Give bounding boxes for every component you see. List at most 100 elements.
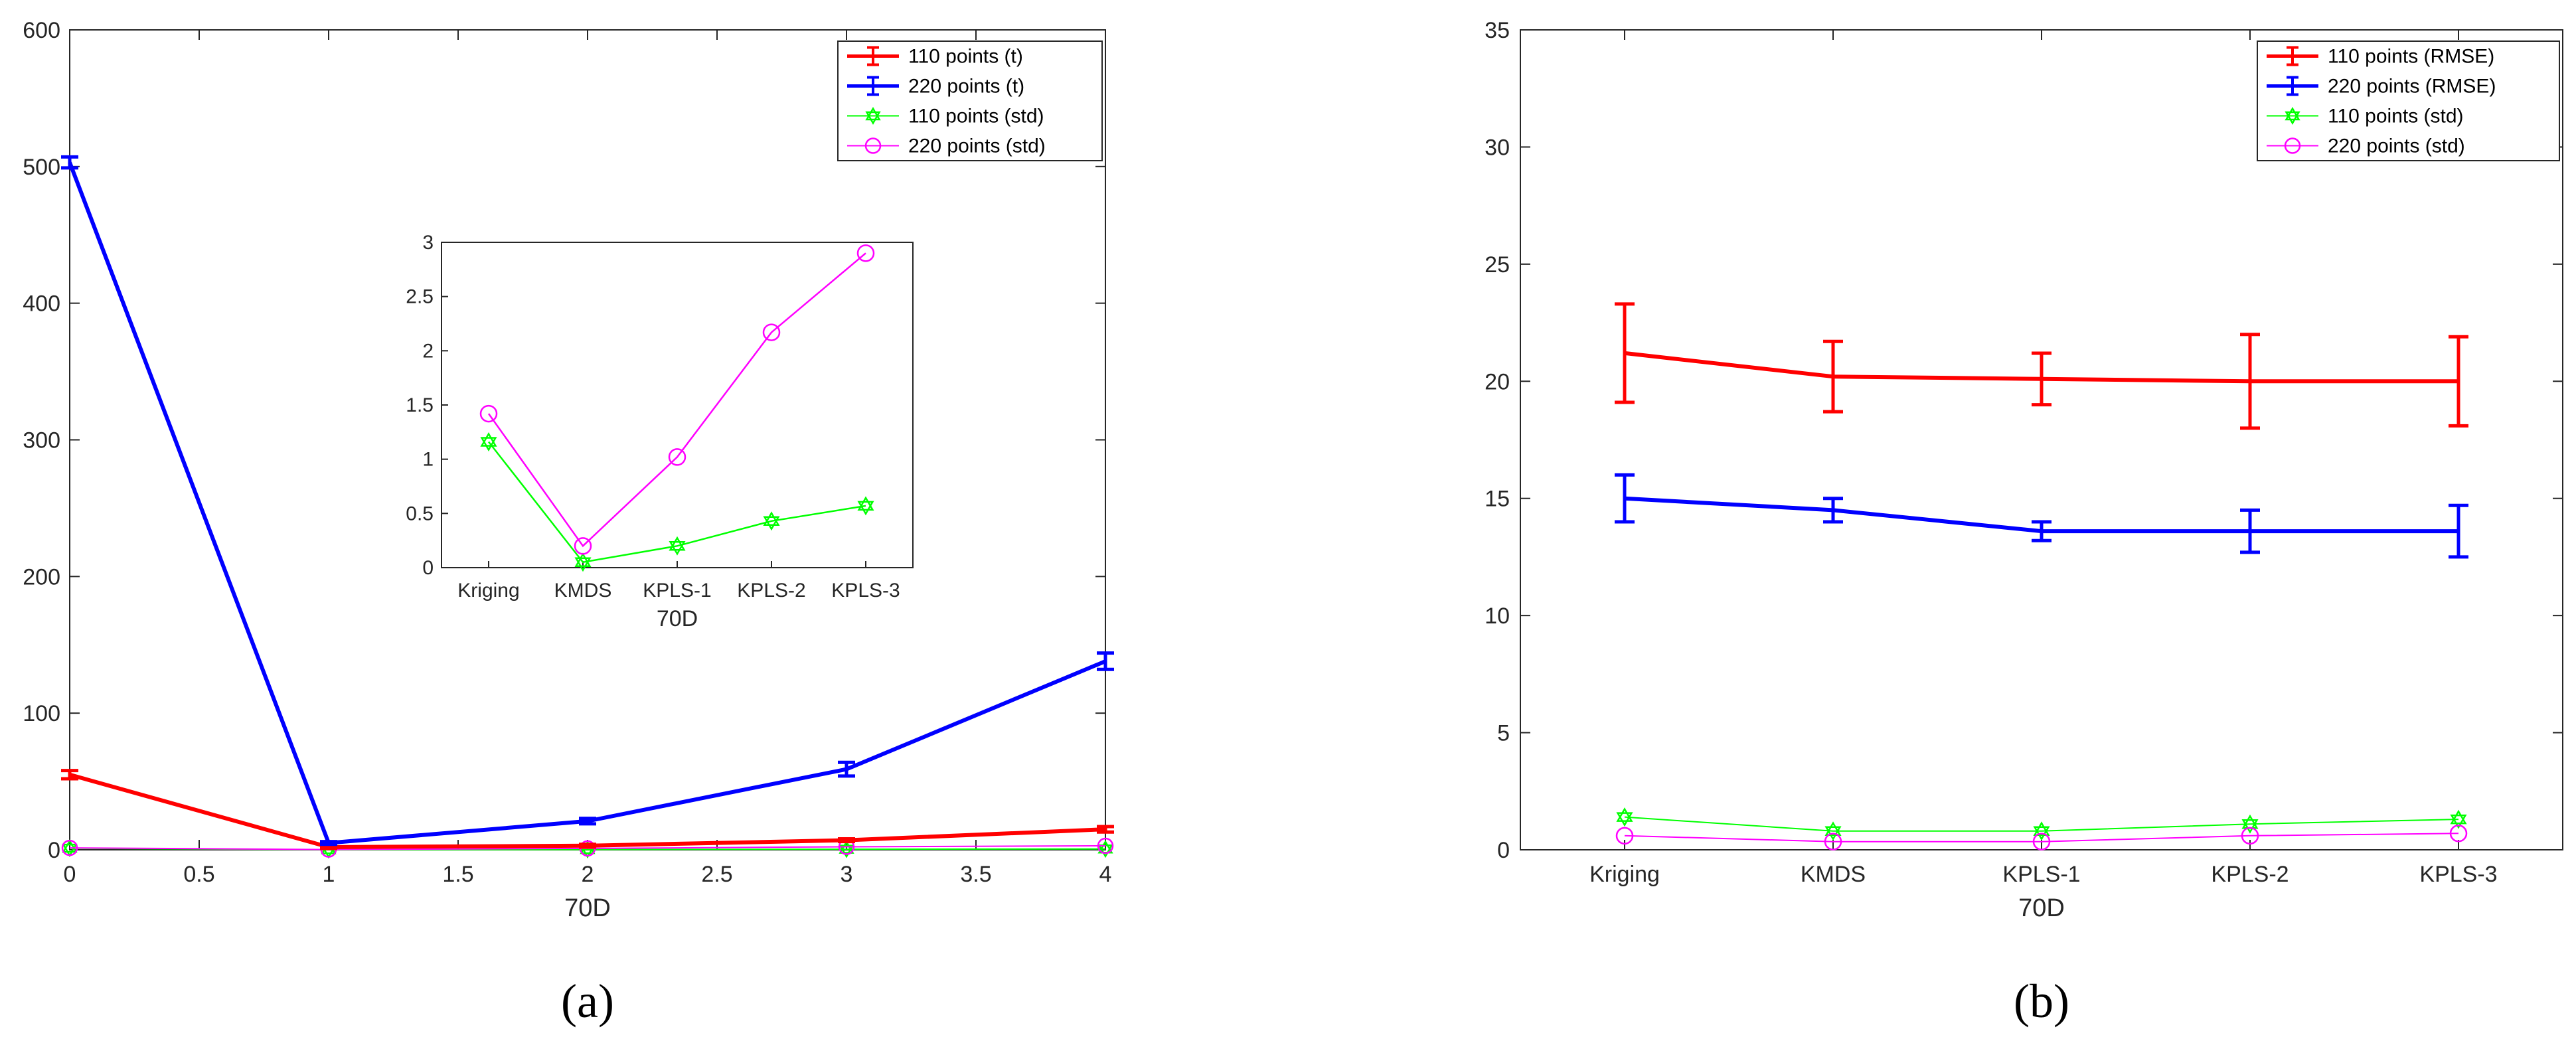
a-inset-series-line: [488, 441, 866, 564]
a-inset-y-tick-label: 3: [422, 232, 434, 254]
b-legend-label: 220 points (RMSE): [2328, 76, 2496, 98]
b-legend-marker-tri-up: [2285, 106, 2300, 121]
a-legend: 110 points (t) 220 points (t) 110 points (…: [837, 40, 1103, 161]
b-data-point: [2032, 833, 2051, 850]
a-inset-data-point: [574, 552, 592, 572]
a-data-point: [1097, 837, 1114, 854]
a-legend-marker: [865, 106, 881, 125]
a-data-errorbar: [579, 817, 596, 826]
b-data-errorbar: [1615, 473, 1635, 524]
a-legend-marker: [864, 137, 882, 154]
a-data-errorbar: [320, 844, 337, 850]
b-data-point-tri-down: [2033, 826, 2050, 841]
a-inset-data-point-tri-up: [763, 511, 780, 526]
a-data-point: [61, 839, 78, 856]
b-data-point-tri-up: [1616, 807, 1633, 822]
a-y-tick-label: 0: [48, 838, 60, 863]
b-data-point: [2449, 825, 2468, 842]
a-inset-data-point-tri-down: [857, 501, 874, 516]
a-inset-data-point: [763, 511, 780, 531]
b-legend-item: 110 points (std): [2267, 106, 2464, 127]
a-x-tick-label: 3.5: [960, 862, 991, 887]
b-legend-errorbar: [2287, 46, 2298, 66]
b-data-point-tri-down: [1824, 826, 1842, 841]
a-inset-y-tick-label: 0: [422, 557, 434, 579]
a-data-errorbar: [61, 769, 78, 781]
a-inset-data-point: [479, 404, 498, 423]
b-legend-item: 110 points (RMSE): [2267, 46, 2494, 68]
b-legend-item: 220 points (RMSE): [2267, 76, 2496, 98]
a-legend-box: [837, 40, 1103, 161]
b-y-tick-label: 5: [1497, 721, 1510, 746]
a-legend-item: 220 points (t): [847, 76, 1024, 98]
a-inset-series-0: [480, 432, 874, 572]
a-y-tick-label: 200: [23, 564, 60, 590]
b-data-point-tri-up: [2033, 821, 2050, 837]
b-legend-label: 110 points (std): [2328, 106, 2464, 127]
a-inset-y-tick-label: 2: [422, 340, 434, 362]
b-y-tick-label: 0: [1497, 838, 1510, 863]
a-x-tick-label: 0: [64, 862, 76, 887]
a-inset-data-point: [669, 536, 686, 556]
b-data-errorbar: [1823, 339, 1843, 414]
a-data-errorbar: [1097, 825, 1114, 834]
b-series-line: [1624, 816, 2459, 832]
b-data-errorbar: [1615, 302, 1635, 404]
b-data-errorbar: [2032, 351, 2052, 407]
a-x-tick-label: 2: [582, 862, 594, 887]
b-data-point-tri-down: [2450, 814, 2467, 829]
a-legend-marker-tri-up: [865, 106, 881, 121]
a-inset-series-1: [479, 244, 875, 555]
b-y-tick-label: 20: [1485, 369, 1510, 394]
a-legend-label: 110 points (t): [908, 46, 1023, 68]
a-x-tick-label: 2.5: [701, 862, 732, 887]
b-data-point: [1824, 821, 1842, 841]
a-inset-series-line: [487, 252, 866, 548]
a-inset-data-point-tri-down: [480, 437, 497, 451]
b-x-tick-label: KPLS-3: [2419, 862, 2497, 887]
b-series-0: [1615, 302, 2468, 430]
a-panel-label: (a): [561, 975, 614, 1028]
a-inset-data-point: [856, 244, 875, 262]
b-data-point: [2450, 809, 2467, 829]
b-legend: 110 points (RMSE) 220 points (RMSE) 110 po…: [2257, 40, 2560, 161]
a-data-errorbar: [838, 837, 855, 844]
a-x-tick-label: 0.5: [183, 862, 214, 887]
a-data-point: [62, 839, 78, 858]
a-data-point-tri-up: [62, 839, 78, 853]
a-inset-data-point-tri-down: [763, 516, 780, 531]
a-legend-item: 220 points (std): [847, 135, 1046, 157]
b-legend-label: 110 points (RMSE): [2328, 46, 2494, 68]
a-inset-x-axis-label: 70D: [657, 606, 698, 631]
b-data-errorbar: [2240, 508, 2260, 554]
b-data-point: [2033, 821, 2050, 841]
b-legend-label: 220 points (std): [2328, 135, 2465, 157]
a-data-errorbar: [579, 842, 596, 849]
b-legend-marker: [2284, 137, 2301, 154]
a-inset-data-point-tri-down: [574, 557, 592, 572]
b-data-errorbar: [2449, 335, 2468, 428]
a-inset-data-point-tri-up: [574, 552, 592, 568]
a-series-1: [61, 155, 1114, 846]
a-legend-item: 110 points (std): [847, 106, 1044, 127]
a-y-tick-label: 500: [23, 155, 60, 180]
a-legend-label: 220 points (std): [908, 135, 1046, 157]
b-plot-area: [1520, 29, 2563, 850]
b-panel-label: (b): [2014, 975, 2069, 1028]
a-data-errorbar: [1097, 651, 1114, 671]
a-legend-item: 110 points (t): [847, 46, 1023, 68]
b-legend-box: [2257, 40, 2560, 161]
b-x-tick-label: KMDS: [1801, 862, 1866, 887]
b-y-tick-label: 25: [1485, 252, 1510, 278]
a-inset-data-point-tri-up: [857, 496, 874, 511]
a-inset-data-point: [480, 432, 497, 451]
b-legend-item: 220 points (std): [2267, 135, 2465, 157]
a-legend-errorbar: [867, 46, 879, 66]
b-data-point: [1616, 807, 1633, 827]
b-data-point-tri-down: [2241, 819, 2259, 834]
b-x-axis-label: 70D: [2018, 894, 2065, 922]
a-y-tick-label: 100: [23, 701, 60, 726]
a-data-errorbar: [838, 760, 855, 778]
b-data-errorbar: [2032, 520, 2052, 542]
